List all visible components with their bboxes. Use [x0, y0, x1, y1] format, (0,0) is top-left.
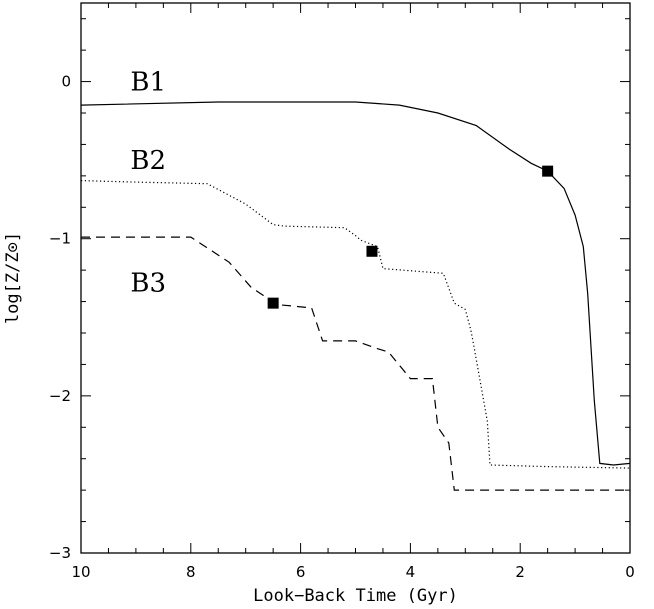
marker-b3 — [267, 297, 279, 309]
x-tick-label: 10 — [71, 563, 90, 581]
y-axis: 0 −1 −2 −3 — [49, 18, 630, 562]
x-tick-label: 6 — [296, 563, 306, 581]
series-labels: B1 B2 B3 — [130, 68, 166, 299]
series-line-b2 — [80, 180, 631, 469]
x-tick-label: 0 — [625, 563, 635, 581]
y-tick-label: −1 — [49, 230, 71, 248]
x-tick-label: 2 — [515, 563, 525, 581]
marker-b1 — [542, 165, 554, 177]
y-tick-label: −3 — [49, 544, 71, 562]
x-tick-label: 8 — [186, 563, 196, 581]
x-tick-label: 4 — [406, 563, 416, 581]
y-axis-title: log[Z/Z⊙] — [3, 232, 23, 324]
series-markers — [267, 165, 554, 309]
x-axis: 10 8 6 4 2 0 — [71, 3, 635, 581]
series-line-b3 — [81, 236, 630, 491]
label-b2: B2 — [130, 146, 166, 176]
y-tick-label: 0 — [61, 73, 71, 91]
label-b1: B1 — [130, 68, 166, 98]
label-b3: B3 — [130, 269, 166, 299]
x-axis-title: Look−Back Time (Gyr) — [253, 586, 458, 606]
marker-b2 — [366, 245, 378, 257]
y-tick-label: −2 — [49, 387, 71, 405]
